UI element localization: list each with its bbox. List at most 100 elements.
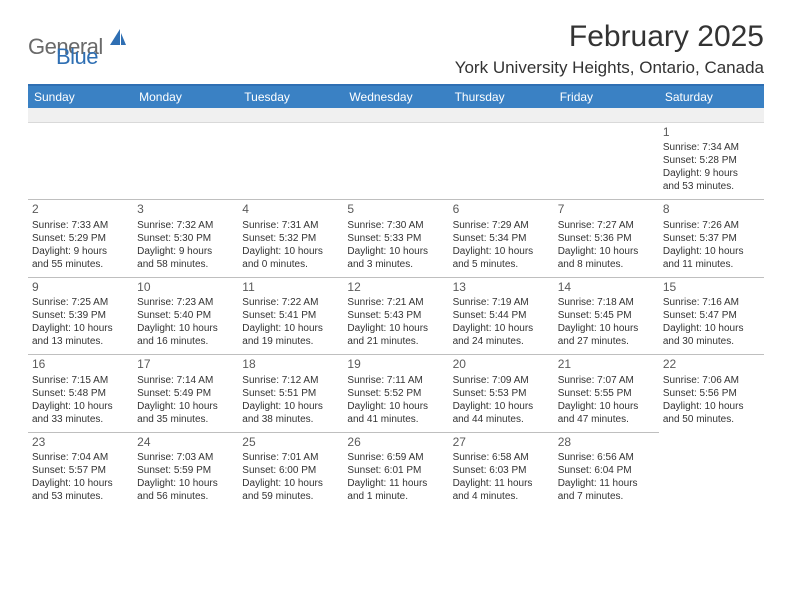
- sunset-text: Sunset: 6:01 PM: [347, 464, 444, 477]
- day-number: 13: [453, 280, 550, 296]
- sunset-text: Sunset: 5:48 PM: [32, 387, 129, 400]
- sunset-text: Sunset: 5:55 PM: [558, 387, 655, 400]
- day2-text: and 11 minutes.: [663, 258, 760, 271]
- day-number: 21: [558, 357, 655, 373]
- sunrise-text: Sunrise: 7:23 AM: [137, 296, 234, 309]
- day1-text: Daylight: 10 hours: [242, 245, 339, 258]
- sunset-text: Sunset: 5:34 PM: [453, 232, 550, 245]
- sunrise-text: Sunrise: 7:34 AM: [663, 141, 760, 154]
- day2-text: and 33 minutes.: [32, 413, 129, 426]
- sunrise-text: Sunrise: 7:18 AM: [558, 296, 655, 309]
- day-cell: 27Sunrise: 6:58 AMSunset: 6:03 PMDayligh…: [449, 432, 554, 509]
- day-cell: 20Sunrise: 7:09 AMSunset: 5:53 PMDayligh…: [449, 355, 554, 433]
- day-cell: 26Sunrise: 6:59 AMSunset: 6:01 PMDayligh…: [343, 432, 448, 509]
- sunrise-text: Sunrise: 7:16 AM: [663, 296, 760, 309]
- day-cell: 21Sunrise: 7:07 AMSunset: 5:55 PMDayligh…: [554, 355, 659, 433]
- day-cell: 2Sunrise: 7:33 AMSunset: 5:29 PMDaylight…: [28, 200, 133, 278]
- day1-text: Daylight: 10 hours: [347, 400, 444, 413]
- day-number: 25: [242, 435, 339, 451]
- day1-text: Daylight: 10 hours: [137, 322, 234, 335]
- day1-text: Daylight: 10 hours: [347, 245, 444, 258]
- month-title: February 2025: [455, 20, 764, 54]
- day-cell: 3Sunrise: 7:32 AMSunset: 5:30 PMDaylight…: [133, 200, 238, 278]
- week-row: 1Sunrise: 7:34 AMSunset: 5:28 PMDaylight…: [28, 122, 764, 200]
- day1-text: Daylight: 9 hours: [32, 245, 129, 258]
- day-number: 17: [137, 357, 234, 373]
- sunset-text: Sunset: 5:40 PM: [137, 309, 234, 322]
- day2-text: and 1 minute.: [347, 490, 444, 503]
- sunrise-text: Sunrise: 7:33 AM: [32, 219, 129, 232]
- week-row: 2Sunrise: 7:33 AMSunset: 5:29 PMDaylight…: [28, 200, 764, 278]
- empty-cell: [343, 122, 448, 200]
- day1-text: Daylight: 10 hours: [558, 245, 655, 258]
- day2-text: and 38 minutes.: [242, 413, 339, 426]
- col-tuesday: Tuesday: [238, 86, 343, 108]
- calendar-table: Sunday Monday Tuesday Wednesday Thursday…: [28, 86, 764, 509]
- day-number: 7: [558, 202, 655, 218]
- day-cell: 5Sunrise: 7:30 AMSunset: 5:33 PMDaylight…: [343, 200, 448, 278]
- sunrise-text: Sunrise: 7:11 AM: [347, 374, 444, 387]
- day-cell: 15Sunrise: 7:16 AMSunset: 5:47 PMDayligh…: [659, 277, 764, 355]
- week-row: 16Sunrise: 7:15 AMSunset: 5:48 PMDayligh…: [28, 355, 764, 433]
- sunset-text: Sunset: 5:53 PM: [453, 387, 550, 400]
- day-cell: 8Sunrise: 7:26 AMSunset: 5:37 PMDaylight…: [659, 200, 764, 278]
- sunset-text: Sunset: 5:39 PM: [32, 309, 129, 322]
- day1-text: Daylight: 11 hours: [453, 477, 550, 490]
- sunset-text: Sunset: 5:32 PM: [242, 232, 339, 245]
- sunset-text: Sunset: 5:33 PM: [347, 232, 444, 245]
- sunrise-text: Sunrise: 7:06 AM: [663, 374, 760, 387]
- day1-text: Daylight: 10 hours: [558, 400, 655, 413]
- header: General Blue February 2025 York Universi…: [28, 20, 764, 78]
- sunset-text: Sunset: 5:36 PM: [558, 232, 655, 245]
- day1-text: Daylight: 11 hours: [558, 477, 655, 490]
- day2-text: and 44 minutes.: [453, 413, 550, 426]
- sunset-text: Sunset: 5:45 PM: [558, 309, 655, 322]
- day1-text: Daylight: 10 hours: [242, 322, 339, 335]
- day1-text: Daylight: 10 hours: [453, 245, 550, 258]
- day-cell: 12Sunrise: 7:21 AMSunset: 5:43 PMDayligh…: [343, 277, 448, 355]
- day-cell: 9Sunrise: 7:25 AMSunset: 5:39 PMDaylight…: [28, 277, 133, 355]
- day-number: 12: [347, 280, 444, 296]
- sunrise-text: Sunrise: 7:09 AM: [453, 374, 550, 387]
- day1-text: Daylight: 10 hours: [663, 245, 760, 258]
- sunrise-text: Sunrise: 7:14 AM: [137, 374, 234, 387]
- day1-text: Daylight: 9 hours: [663, 167, 760, 180]
- day2-text: and 0 minutes.: [242, 258, 339, 271]
- day1-text: Daylight: 11 hours: [347, 477, 444, 490]
- sunrise-text: Sunrise: 7:22 AM: [242, 296, 339, 309]
- sunset-text: Sunset: 5:28 PM: [663, 154, 760, 167]
- day1-text: Daylight: 10 hours: [32, 322, 129, 335]
- day2-text: and 7 minutes.: [558, 490, 655, 503]
- sunset-text: Sunset: 5:52 PM: [347, 387, 444, 400]
- day2-text: and 58 minutes.: [137, 258, 234, 271]
- day-number: 16: [32, 357, 129, 373]
- day1-text: Daylight: 10 hours: [137, 400, 234, 413]
- sunset-text: Sunset: 5:30 PM: [137, 232, 234, 245]
- day2-text: and 56 minutes.: [137, 490, 234, 503]
- day-cell: 25Sunrise: 7:01 AMSunset: 6:00 PMDayligh…: [238, 432, 343, 509]
- day1-text: Daylight: 10 hours: [137, 477, 234, 490]
- day2-text: and 8 minutes.: [558, 258, 655, 271]
- sunset-text: Sunset: 5:47 PM: [663, 309, 760, 322]
- sunrise-text: Sunrise: 7:31 AM: [242, 219, 339, 232]
- location-subtitle: York University Heights, Ontario, Canada: [455, 58, 764, 78]
- day-number: 4: [242, 202, 339, 218]
- day-cell: 24Sunrise: 7:03 AMSunset: 5:59 PMDayligh…: [133, 432, 238, 509]
- day-cell: 23Sunrise: 7:04 AMSunset: 5:57 PMDayligh…: [28, 432, 133, 509]
- day2-text: and 30 minutes.: [663, 335, 760, 348]
- day2-text: and 53 minutes.: [663, 180, 760, 193]
- sunrise-text: Sunrise: 7:25 AM: [32, 296, 129, 309]
- sunset-text: Sunset: 5:37 PM: [663, 232, 760, 245]
- day2-text: and 4 minutes.: [453, 490, 550, 503]
- sunset-text: Sunset: 5:56 PM: [663, 387, 760, 400]
- day-cell: 1Sunrise: 7:34 AMSunset: 5:28 PMDaylight…: [659, 122, 764, 200]
- day1-text: Daylight: 10 hours: [558, 322, 655, 335]
- col-friday: Friday: [554, 86, 659, 108]
- sunset-text: Sunset: 6:04 PM: [558, 464, 655, 477]
- sunset-text: Sunset: 5:59 PM: [137, 464, 234, 477]
- day-number: 11: [242, 280, 339, 296]
- day-cell: 13Sunrise: 7:19 AMSunset: 5:44 PMDayligh…: [449, 277, 554, 355]
- sunset-text: Sunset: 5:57 PM: [32, 464, 129, 477]
- day-cell: 22Sunrise: 7:06 AMSunset: 5:56 PMDayligh…: [659, 355, 764, 433]
- calendar-page: General Blue February 2025 York Universi…: [0, 0, 792, 509]
